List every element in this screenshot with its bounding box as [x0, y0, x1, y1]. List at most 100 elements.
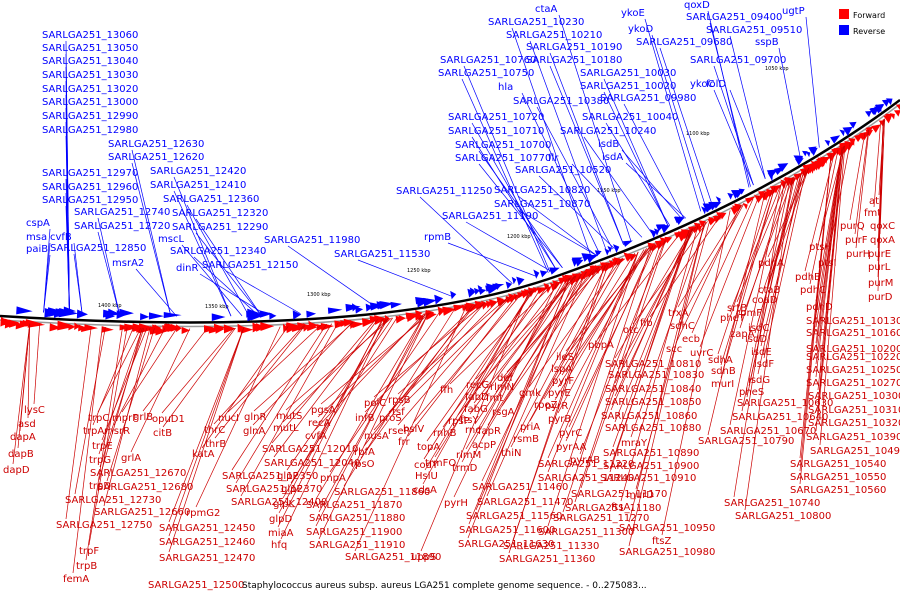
reverse-gene-arrow: [246, 310, 253, 318]
forward-gene-label: SARLGA251_10860: [601, 411, 697, 422]
reverse-gene-arrow: [607, 245, 612, 253]
reverse-gene-arrow: [656, 224, 666, 231]
forward-gene-label: pyrC: [559, 428, 582, 439]
reverse-gene-leader: [357, 259, 453, 298]
reverse-gene-label: SARLGA251_12990: [42, 111, 138, 122]
reverse-gene-leader: [651, 34, 707, 209]
forward-gene-label: dapB: [8, 449, 34, 460]
forward-gene-label: sdhC: [670, 321, 695, 332]
forward-gene-label: priA: [520, 422, 540, 433]
forward-gene-leader: [819, 145, 846, 446]
forward-gene-label: ptsH: [809, 242, 832, 253]
forward-gene-label: SARLGA251_11600: [459, 525, 555, 536]
reverse-gene-label: SARLGA251_12720: [74, 221, 170, 232]
reverse-gene-arrow: [673, 216, 683, 224]
forward-gene-label: SARLGA251_11860: [334, 487, 430, 498]
forward-gene-label: murI: [711, 379, 734, 390]
forward-gene-label: SARLGA251_10270: [806, 378, 900, 389]
legend-reverse-label: Reverse: [853, 27, 885, 36]
forward-gene-label: uvrC: [690, 348, 713, 359]
forward-gene-leader: [746, 176, 795, 398]
forward-gene-leader: [354, 306, 467, 552]
forward-gene-leader: [17, 323, 31, 449]
tick-1200: 1200 kbp: [507, 234, 531, 240]
reverse-gene-label: SARLGA251_12620: [108, 152, 204, 163]
forward-gene-arrow: [608, 260, 616, 269]
forward-gene-leader: [88, 327, 128, 546]
reverse-gene-leader: [195, 218, 262, 316]
forward-gene-label: SARLGA251_10740: [724, 498, 820, 509]
forward-gene-arrow: [286, 322, 299, 330]
reverse-gene-label: SARLGA251_10240: [560, 126, 656, 137]
forward-gene-label: rbfA: [354, 447, 375, 458]
forward-gene-label: SARLGA251_11180: [565, 503, 661, 514]
forward-gene-leader: [85, 327, 123, 561]
forward-gene-label: pdhB: [795, 272, 821, 283]
forward-gene-leader: [253, 321, 355, 412]
forward-gene-label: grlB: [133, 412, 153, 423]
forward-gene-arrow: [871, 124, 881, 133]
forward-gene-arrow: [320, 323, 335, 331]
forward-gene-label: SARLGA251_11330: [503, 541, 599, 552]
forward-gene-arrow: [181, 326, 191, 334]
reverse-gene-arrow: [727, 192, 734, 200]
forward-gene-leader: [420, 291, 530, 552]
forward-gene-leader: [360, 304, 473, 459]
forward-gene-label: glpP: [277, 471, 299, 482]
forward-gene-label: mutL: [273, 423, 299, 434]
forward-gene-label: purM: [868, 278, 893, 289]
forward-gene-label: SARLGA251_10250: [806, 365, 900, 376]
forward-gene-label: SARLGA251_12400: [231, 497, 327, 508]
forward-gene-label: rimM: [456, 450, 481, 461]
forward-gene-label: codY: [414, 460, 439, 471]
forward-gene-arrow: [223, 324, 236, 334]
forward-gene-leader: [467, 278, 570, 539]
forward-gene-label: thrB: [205, 439, 226, 450]
forward-gene-leader: [130, 328, 191, 453]
reverse-gene-leader: [558, 14, 632, 242]
forward-gene-label: pyrAB: [570, 455, 600, 466]
forward-gene-label: mraY: [621, 438, 648, 449]
forward-gene-label: pyrAA: [556, 442, 586, 453]
reverse-gene-label: SARLGA251_12420: [150, 166, 246, 177]
reverse-gene-arrow: [365, 303, 374, 312]
forward-gene-label: cvfA: [305, 431, 327, 442]
forward-gene-arrow: [453, 304, 466, 312]
forward-gene-leader: [508, 264, 606, 554]
forward-gene-label: ileS: [556, 352, 574, 363]
forward-gene-arrow: [101, 326, 114, 333]
reverse-gene-arrow: [715, 196, 721, 205]
forward-gene-label: rpsB: [388, 395, 411, 406]
reverse-gene-arrow: [473, 287, 480, 295]
forward-gene-leader: [628, 222, 705, 523]
forward-gene-label: sdhB: [711, 366, 736, 377]
reverse-gene-arrow: [533, 269, 540, 279]
reverse-gene-labels: SARLGA251_13060 SARLGA251_13050 SARLGA251_…: [26, 0, 805, 274]
forward-gene-arrow: [844, 142, 855, 151]
forward-gene-label: SARLGA251_11470: [477, 497, 573, 508]
reverse-gene-leader: [131, 149, 172, 317]
reverse-gene-label: ykoD: [628, 24, 653, 35]
forward-gene-leader: [92, 327, 134, 426]
forward-gene-leader: [529, 257, 624, 422]
tick-1100: 1100 kbp: [686, 131, 710, 137]
forward-gene-label: SARLGA251_10790: [698, 436, 794, 447]
reverse-gene-arrow: [306, 310, 317, 318]
forward-gene-leader: [699, 195, 760, 348]
forward-gene-label: isdC: [748, 323, 769, 334]
forward-gene-label: HslU: [415, 471, 438, 482]
forward-gene-leader: [815, 147, 843, 302]
reverse-gene-leader: [419, 196, 513, 284]
reverse-gene-label: dinR: [176, 263, 198, 274]
forward-gene-leader: [614, 227, 694, 359]
forward-gene-label: topA: [417, 442, 440, 453]
forward-gene-label: fmt: [864, 208, 881, 219]
reverse-gene-arrow: [604, 248, 610, 256]
tick-1250: 1250 kbp: [407, 268, 431, 274]
forward-gene-label: SARLGA251_10490: [810, 446, 900, 457]
reverse-gene-arrow: [422, 297, 437, 307]
forward-gene-label: fmt: [486, 393, 503, 404]
forward-gene-label: purQ: [840, 221, 865, 232]
reverse-gene-label: hla: [498, 82, 513, 93]
